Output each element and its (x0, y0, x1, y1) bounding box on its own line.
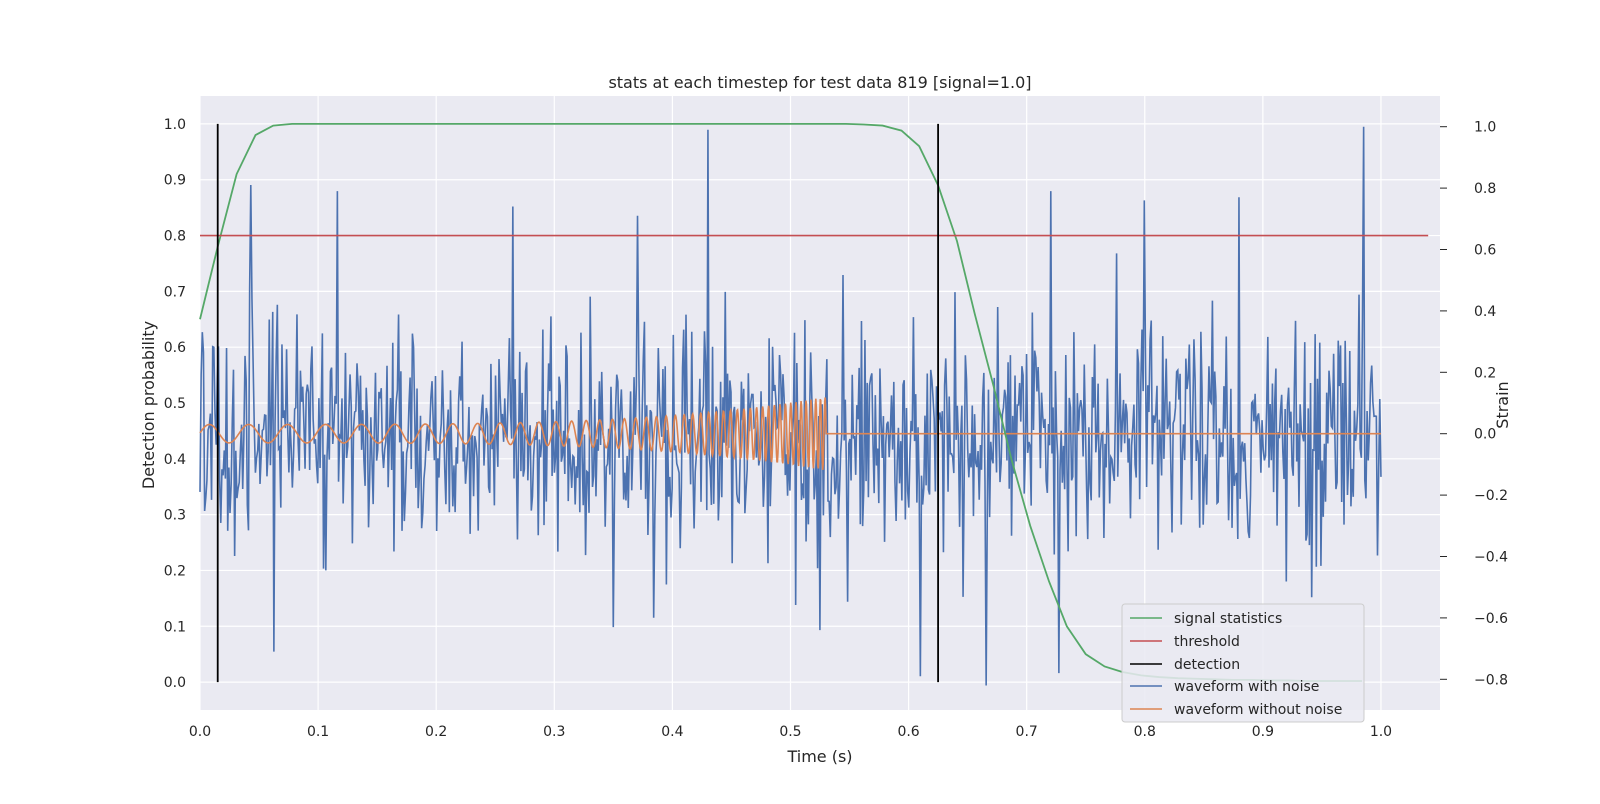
y-right-tick-label: 0.6 (1474, 243, 1496, 259)
x-tick-label: 0.8 (1134, 724, 1156, 740)
y-axis-label-right: Strain (1493, 381, 1512, 428)
x-tick-label: 0.2 (425, 724, 447, 740)
x-tick-label: 0.9 (1252, 724, 1274, 740)
y-right-tick-label: −0.6 (1474, 611, 1508, 627)
y-left-tick-label: 0.6 (164, 340, 186, 356)
y-right-tick-label: −0.8 (1474, 672, 1508, 688)
x-axis-label: Time (s) (786, 747, 852, 766)
legend-label-detection: detection (1174, 657, 1240, 673)
series-layer (199, 123, 1429, 686)
y-left-tick-label: 0.0 (164, 675, 186, 691)
x-tick-label: 0.1 (307, 724, 329, 740)
x-tick-label: 0.7 (1016, 724, 1038, 740)
y-left-tick-label: 0.7 (164, 284, 186, 300)
series-line-waveform-without-noise (199, 397, 1381, 470)
chart-title: stats at each timestep for test data 819… (608, 73, 1031, 92)
y-left-tick-label: 0.4 (164, 452, 186, 468)
x-tick-label: 0.4 (661, 724, 683, 740)
y-left-tick-label: 0.9 (164, 173, 186, 189)
left-axis-ticks: 0.0 0.1 0.2 0.3 0.4 0.5 0.6 0.7 0.8 0.9 1.0 (164, 117, 186, 691)
y-right-tick-label: 0.8 (1474, 181, 1496, 197)
y-right-tick-label: 1.0 (1474, 120, 1496, 136)
y-right-tick-label: 0.4 (1474, 304, 1496, 320)
legend-label-waveform-with-noise: waveform with noise (1174, 679, 1319, 695)
series-line-waveform-with-noise (199, 126, 1382, 686)
y-right-tick-label: −0.4 (1474, 550, 1508, 566)
legend: signal statistics threshold detection wa… (1121, 603, 1365, 723)
legend-label-waveform-without-noise: waveform without noise (1174, 702, 1342, 718)
y-left-tick-label: 0.1 (164, 619, 186, 635)
legend-label-threshold: threshold (1174, 634, 1240, 650)
x-axis-ticks: 0.0 0.1 0.2 0.3 0.4 0.5 0.6 0.7 0.8 0.9 1.0 (189, 724, 1392, 740)
x-tick-label: 0.3 (543, 724, 565, 740)
y-right-tick-label: 0.0 (1474, 427, 1496, 443)
y-right-tick-label: 0.2 (1474, 365, 1496, 381)
y-right-tick-label: −0.2 (1474, 488, 1508, 504)
legend-box (1121, 603, 1365, 723)
y-left-tick-label: 1.0 (164, 117, 186, 133)
y-left-tick-label: 0.3 (164, 508, 186, 524)
x-tick-label: 0.5 (779, 724, 801, 740)
x-tick-label: 0.6 (897, 724, 919, 740)
y-axis-label-left: Detection probability (139, 321, 158, 489)
x-tick-label: 0.0 (189, 724, 211, 740)
y-left-tick-label: 0.8 (164, 229, 186, 245)
x-tick-label: 1.0 (1370, 724, 1392, 740)
legend-label-signal-statistics: signal statistics (1174, 611, 1282, 627)
y-left-tick-label: 0.5 (164, 396, 186, 412)
y-left-tick-label: 0.2 (164, 563, 186, 579)
right-axis-ticks: −0.8 −0.6 −0.4 −0.2 0.0 0.2 0.4 0.6 0.8 1.0 (1440, 120, 1508, 688)
